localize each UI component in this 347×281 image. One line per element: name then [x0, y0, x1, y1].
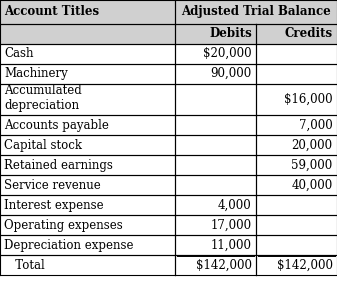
Text: 40,000: 40,000: [291, 179, 333, 192]
Text: $20,000: $20,000: [203, 47, 252, 60]
Bar: [175, 0, 337, 24]
Text: $16,000: $16,000: [284, 93, 333, 106]
Bar: [0, 24, 175, 44]
Text: Debits: Debits: [209, 27, 252, 40]
Text: depreciation: depreciation: [4, 99, 79, 112]
Text: Capital stock: Capital stock: [4, 139, 82, 152]
Text: 7,000: 7,000: [299, 119, 333, 132]
Text: 59,000: 59,000: [291, 159, 333, 172]
Text: $142,000: $142,000: [196, 259, 252, 272]
Text: Adjusted Trial Balance: Adjusted Trial Balance: [181, 5, 331, 18]
Text: Service revenue: Service revenue: [4, 179, 101, 192]
Text: 20,000: 20,000: [291, 139, 333, 152]
Text: Retained earnings: Retained earnings: [4, 159, 113, 172]
Text: Credits: Credits: [285, 27, 333, 40]
Text: Depreciation expense: Depreciation expense: [4, 239, 134, 252]
Bar: [256, 24, 337, 44]
Text: 4,000: 4,000: [218, 199, 252, 212]
Text: 11,000: 11,000: [211, 239, 252, 252]
Text: Cash: Cash: [4, 47, 34, 60]
Text: Total: Total: [4, 259, 45, 272]
Text: Account Titles: Account Titles: [4, 5, 99, 18]
Text: Operating expenses: Operating expenses: [4, 219, 123, 232]
Text: Accumulated: Accumulated: [4, 84, 82, 97]
Bar: [0, 0, 175, 24]
Bar: [175, 24, 256, 44]
Text: Machinery: Machinery: [4, 67, 68, 80]
Text: Accounts payable: Accounts payable: [4, 119, 109, 132]
Text: Interest expense: Interest expense: [4, 199, 104, 212]
Text: 90,000: 90,000: [211, 67, 252, 80]
Text: $142,000: $142,000: [277, 259, 333, 272]
Text: 17,000: 17,000: [211, 219, 252, 232]
